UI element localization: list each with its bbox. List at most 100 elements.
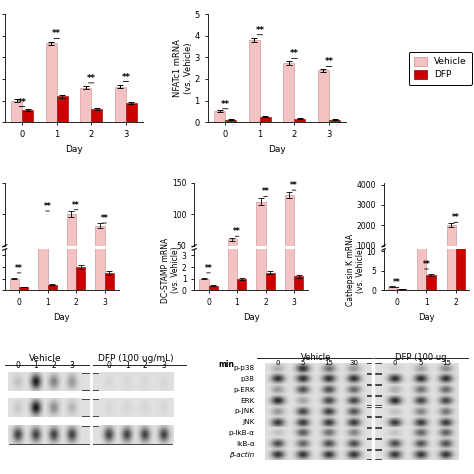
Text: **: **: [15, 264, 23, 273]
Y-axis label: Cathepsin K mRNA
(vs. Vehicle): Cathepsin K mRNA (vs. Vehicle): [346, 234, 365, 306]
Bar: [228, 239, 237, 277]
Y-axis label: NFATc1 mRNA
(vs. Vehicle): NFATc1 mRNA (vs. Vehicle): [173, 39, 193, 97]
Bar: [267, 385, 457, 395]
Text: 1: 1: [125, 361, 129, 370]
Bar: [115, 87, 126, 122]
Y-axis label: DC-STAMP mRNA
(vs. Vehicle): DC-STAMP mRNA (vs. Vehicle): [161, 237, 180, 302]
Text: **: **: [18, 98, 27, 107]
Text: **: **: [290, 181, 298, 190]
Text: **: **: [233, 228, 241, 236]
Text: Vehicle: Vehicle: [301, 353, 331, 362]
Text: **: **: [262, 187, 269, 196]
Bar: [209, 286, 218, 291]
Bar: [283, 63, 294, 122]
Bar: [105, 276, 114, 277]
Bar: [9, 399, 172, 416]
X-axis label: Day: Day: [418, 313, 435, 322]
Bar: [456, 254, 465, 266]
Bar: [76, 267, 85, 291]
X-axis label: Day: Day: [243, 313, 260, 322]
Bar: [57, 96, 68, 122]
Bar: [10, 279, 19, 291]
Text: **: **: [52, 29, 61, 38]
Bar: [228, 0, 237, 291]
Text: 3: 3: [70, 361, 75, 370]
Text: p38: p38: [241, 376, 255, 382]
Bar: [225, 119, 237, 122]
Bar: [91, 109, 102, 122]
Text: 0: 0: [106, 361, 111, 370]
Text: 2: 2: [52, 361, 56, 370]
Text: JNK: JNK: [242, 419, 255, 425]
Bar: [38, 258, 47, 277]
Bar: [95, 226, 105, 277]
Text: 0: 0: [393, 360, 397, 366]
Bar: [267, 364, 457, 373]
Bar: [46, 43, 57, 122]
Text: 30: 30: [350, 360, 359, 366]
Text: p-IkB-α: p-IkB-α: [228, 430, 255, 436]
Bar: [47, 284, 57, 291]
Text: **: **: [121, 73, 130, 82]
Bar: [256, 0, 265, 291]
Bar: [95, 0, 105, 291]
Text: **: **: [325, 57, 334, 66]
Bar: [80, 88, 91, 122]
Bar: [388, 287, 397, 291]
Bar: [19, 287, 28, 291]
Text: **: **: [452, 213, 460, 222]
X-axis label: Day: Day: [54, 313, 70, 322]
Text: 5: 5: [301, 360, 305, 366]
Text: p-ERK: p-ERK: [233, 387, 255, 393]
Bar: [200, 279, 209, 291]
Text: **: **: [100, 214, 109, 223]
Text: DFP (100 ug/mL): DFP (100 ug/mL): [99, 354, 174, 363]
Text: **: **: [87, 74, 96, 83]
Bar: [126, 103, 137, 122]
Bar: [417, 0, 427, 291]
Text: p-JNK: p-JNK: [235, 409, 255, 414]
Text: **: **: [44, 202, 52, 211]
X-axis label: Day: Day: [268, 145, 286, 154]
Bar: [267, 439, 457, 448]
Bar: [417, 262, 427, 266]
Text: **: **: [393, 278, 401, 287]
Bar: [265, 273, 274, 291]
Text: 3: 3: [161, 361, 166, 370]
Text: β-actin: β-actin: [229, 452, 255, 457]
Bar: [294, 119, 305, 122]
Bar: [267, 428, 457, 438]
Bar: [318, 70, 329, 122]
Bar: [249, 40, 260, 122]
X-axis label: Day: Day: [65, 145, 83, 154]
Bar: [329, 119, 340, 122]
Bar: [285, 0, 294, 291]
Bar: [76, 276, 85, 277]
Text: DFP (100 ug: DFP (100 ug: [395, 353, 447, 362]
Bar: [267, 374, 457, 384]
Bar: [294, 276, 303, 291]
Bar: [9, 373, 172, 390]
Text: **: **: [72, 201, 80, 210]
Text: **: **: [423, 260, 430, 269]
Bar: [447, 0, 456, 291]
Bar: [22, 110, 33, 122]
Text: 2: 2: [143, 361, 148, 370]
Text: min: min: [219, 360, 235, 369]
Text: 1: 1: [33, 361, 38, 370]
Bar: [397, 289, 406, 291]
Bar: [38, 0, 47, 291]
Text: ERK: ERK: [240, 398, 255, 403]
Bar: [447, 225, 456, 266]
Text: **: **: [205, 264, 212, 273]
Bar: [267, 450, 457, 459]
Text: **: **: [290, 49, 299, 58]
Text: 15: 15: [324, 360, 333, 366]
Legend: Vehicle, DFP: Vehicle, DFP: [409, 52, 472, 85]
Bar: [105, 273, 114, 291]
Bar: [237, 279, 246, 291]
Text: p-p38: p-p38: [233, 365, 255, 371]
Bar: [260, 117, 271, 122]
Bar: [214, 111, 225, 122]
Bar: [285, 195, 294, 277]
